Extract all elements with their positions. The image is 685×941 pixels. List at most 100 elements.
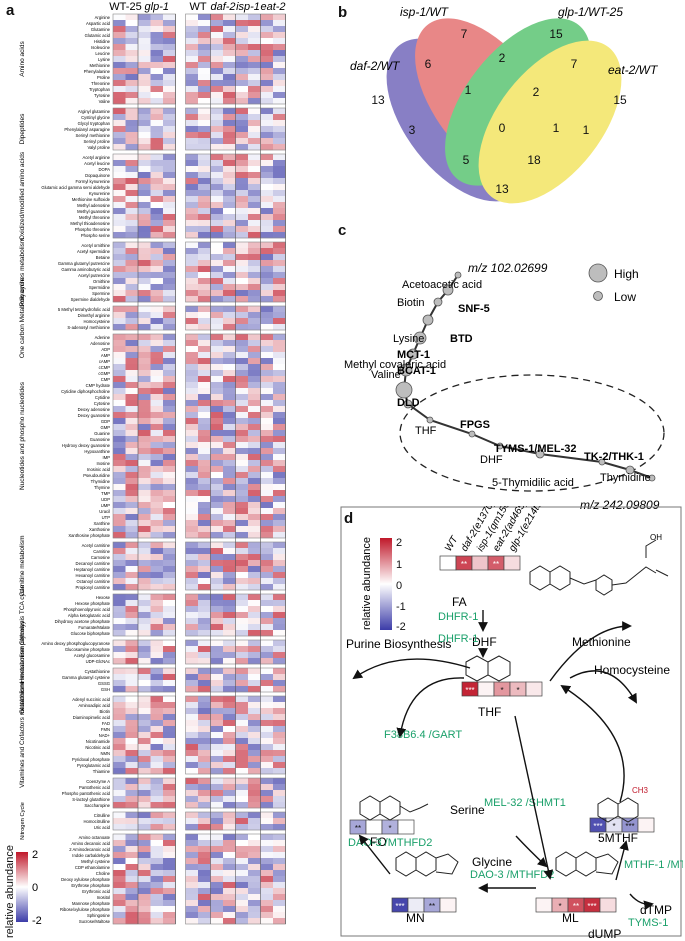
- heat-cell: [223, 784, 236, 791]
- heat-cell: [185, 532, 198, 539]
- heat-cell: [185, 290, 198, 297]
- heat-cell: [163, 756, 176, 763]
- heat-cell: [235, 340, 248, 347]
- heat-cell: [260, 858, 273, 865]
- heat-cell: [185, 566, 198, 573]
- heat-cell: [138, 154, 151, 161]
- heat-cell: [235, 26, 248, 33]
- heat-cell: [260, 296, 273, 303]
- heat-cell: [210, 144, 223, 151]
- heat-cell: [260, 918, 273, 925]
- heat-cell: [223, 32, 236, 39]
- heat-cell: [163, 750, 176, 757]
- heat-cell: [273, 726, 286, 733]
- category-label: One carbon Metabolic cycle: [19, 278, 26, 359]
- heat-cell: [150, 490, 163, 497]
- heat-cell: [163, 514, 176, 521]
- heat-cell: [113, 802, 126, 809]
- heat-cell: [113, 460, 126, 467]
- row-label: Heptanoyl carnitine: [74, 567, 111, 572]
- heat-cell: [113, 846, 126, 853]
- heat-cell: [260, 340, 273, 347]
- heat-cell: [113, 74, 126, 81]
- heat-cell: [185, 138, 198, 145]
- heat-cell: [113, 750, 126, 757]
- row-label: GDP: [101, 419, 110, 424]
- heat-cell: [138, 554, 151, 561]
- heat-cell: [125, 756, 138, 763]
- heat-cell: [163, 166, 176, 173]
- heat-cell: [260, 646, 273, 653]
- heat-cell: [138, 526, 151, 533]
- heat-cell: [138, 906, 151, 913]
- heat-cell: [198, 864, 211, 871]
- heat-cell: [125, 834, 138, 841]
- heat-cell: [210, 554, 223, 561]
- heat-cell: [125, 720, 138, 727]
- row-label: Acetyl putrescine: [78, 273, 111, 278]
- heat-cell: [273, 496, 286, 503]
- heat-cell: [198, 370, 211, 377]
- heat-cell: [125, 266, 138, 273]
- heat-cell: [248, 144, 261, 151]
- heat-cell: [113, 894, 126, 901]
- heat-cell: [198, 812, 211, 819]
- heat-cell: [198, 306, 211, 313]
- legend-title: relative abundance: [361, 537, 373, 630]
- heat-cell: [223, 618, 236, 625]
- heat-cell: [210, 646, 223, 653]
- heat-cell: [125, 548, 138, 555]
- heat-cell: [163, 114, 176, 121]
- heat-cell: [138, 324, 151, 331]
- heat-cell: [198, 714, 211, 721]
- heat-cell: [150, 290, 163, 297]
- heat-cell: [235, 220, 248, 227]
- heat-cell: [260, 144, 273, 151]
- row-label: cGMP: [98, 371, 110, 376]
- heat-cell: [185, 406, 198, 413]
- heat-cell: [113, 126, 126, 133]
- heat-cell: [185, 732, 198, 739]
- heat-cell: [248, 744, 261, 751]
- heat-cell: [150, 906, 163, 913]
- heat-cell: [260, 624, 273, 631]
- heat-cell: [185, 858, 198, 865]
- heat-cell: [260, 126, 273, 133]
- heat-cell: [198, 756, 211, 763]
- heat-cell: [113, 554, 126, 561]
- heat-cell: [273, 214, 286, 221]
- heat-cell: [198, 50, 211, 57]
- heat-cell: [248, 668, 261, 675]
- heat-cell: [185, 496, 198, 503]
- heat-cell: [185, 74, 198, 81]
- heat-cell: [273, 346, 286, 353]
- heat-cell: [163, 184, 176, 191]
- heat-cell: [260, 38, 273, 45]
- heat-cell: [150, 406, 163, 413]
- heat-cell: [223, 566, 236, 573]
- heat-cell: [163, 254, 176, 261]
- heat-cell: [125, 686, 138, 693]
- heat-cell: [210, 172, 223, 179]
- heat-cell: [260, 532, 273, 539]
- heat-cell: [138, 894, 151, 901]
- heat-cell: [185, 202, 198, 209]
- heat-cell: [198, 132, 211, 139]
- heat-cell: [185, 92, 198, 99]
- row-label: Leucine: [95, 51, 110, 56]
- heat-cell: [113, 172, 126, 179]
- heat-cell: [198, 172, 211, 179]
- heat-cell: [163, 912, 176, 919]
- row-label: Acetyl glucosamine: [74, 653, 111, 658]
- heat-cell: [113, 744, 126, 751]
- heat-cell: [235, 266, 248, 273]
- heat-cell: [150, 702, 163, 709]
- heat-cell: [125, 68, 138, 75]
- heat-cell: [235, 840, 248, 847]
- heat-cell: [260, 790, 273, 797]
- heat-cell: [235, 442, 248, 449]
- heat-cell: [273, 466, 286, 473]
- heat-cell: [185, 418, 198, 425]
- heat-cell: [210, 232, 223, 239]
- heat-cell: [163, 406, 176, 413]
